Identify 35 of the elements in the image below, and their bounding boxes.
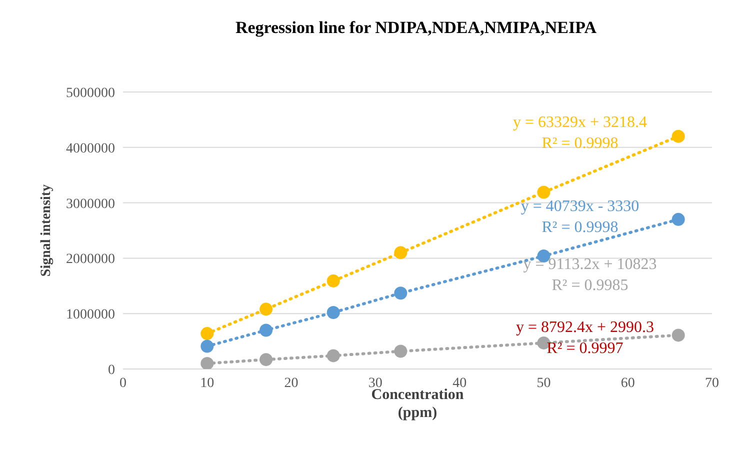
y-tick-label: 2000000 (66, 252, 115, 268)
point (260, 324, 273, 337)
y-tick-label: 4000000 (66, 141, 115, 156)
y-tick-label: 1000000 (66, 308, 115, 323)
point (200, 356, 214, 369)
x-tick-label: 50 (536, 376, 551, 391)
x-tick-label: 60 (620, 376, 635, 391)
point (200, 327, 214, 340)
point (326, 349, 340, 362)
chart-title: Regression line for NDIPA,NDEA,NMIPA,NEIPA (234, 17, 598, 39)
y-axis-title: Signal intensity (38, 184, 54, 277)
point (537, 249, 550, 262)
annotation: y = 63329x + 3218.4 R² = 0.9998 (512, 113, 648, 154)
annotation: y = 8792.4x + 2990.3 R² = 0.9997 (514, 318, 656, 359)
point (394, 286, 408, 300)
point (537, 186, 550, 199)
point (672, 328, 685, 342)
point (672, 130, 685, 143)
point (326, 274, 340, 288)
annotation: y = 40739x - 3330 R² = 0.9998 (520, 197, 640, 238)
point (672, 212, 685, 226)
point (260, 302, 273, 316)
y-tick-label: 3000000 (66, 196, 115, 212)
point (200, 340, 214, 353)
x-tick-label: 70 (705, 376, 719, 391)
x-tick-label: 10 (200, 376, 214, 391)
x-tick-label: 20 (284, 376, 298, 391)
y-tick-label: 5000000 (66, 86, 115, 101)
annotation: y = 9113.2x + 10823 R² = 0.9985 (522, 255, 658, 296)
x-tick-label: 0 (120, 376, 126, 391)
point (394, 246, 408, 260)
y-tick-label: 0 (108, 362, 115, 378)
point (326, 306, 340, 319)
point (394, 344, 408, 358)
point (260, 353, 273, 366)
